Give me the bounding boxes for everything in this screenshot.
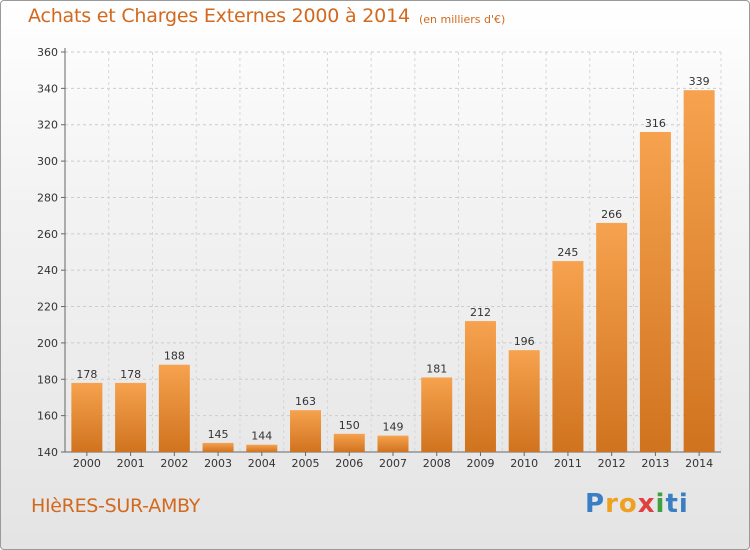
data-label: 245	[557, 246, 578, 259]
bar	[508, 350, 540, 452]
data-label: 145	[208, 428, 229, 441]
x-tick-label: 2005	[292, 457, 320, 470]
data-label: 144	[251, 430, 272, 443]
labels: 178 2000 178 2001 188 2002 145 2003 144 2004 163 20…	[73, 75, 713, 470]
bar	[552, 261, 584, 452]
x-tick-label: 2006	[335, 457, 363, 470]
y-tick-label: 240	[37, 264, 58, 277]
bar	[596, 222, 628, 452]
bar	[290, 410, 322, 452]
data-label: 339	[689, 75, 710, 88]
y-tick-label: 280	[37, 191, 58, 204]
x-tick-label: 2003	[204, 457, 232, 470]
logo-part: P	[585, 489, 606, 519]
data-label: 163	[295, 395, 316, 408]
x-tick-label: 2014	[685, 457, 713, 470]
bar	[246, 444, 278, 452]
y-tick-label: 340	[37, 82, 58, 95]
x-tick-label: 2002	[160, 457, 188, 470]
logo-part: ro	[605, 489, 638, 519]
bar	[377, 435, 409, 452]
x-tick-label: 2009	[466, 457, 494, 470]
bar	[202, 442, 234, 452]
data-label: 188	[164, 350, 185, 363]
y-tick-label: 300	[37, 155, 58, 168]
x-tick-label: 2012	[598, 457, 626, 470]
y-tick-label: 320	[37, 119, 58, 132]
data-label: 316	[645, 117, 666, 130]
data-label: 266	[601, 208, 622, 221]
x-tick-label: 2013	[641, 457, 669, 470]
y-tick-label: 160	[37, 410, 58, 423]
logo-part: x	[637, 489, 656, 519]
data-label: 150	[339, 419, 360, 432]
data-label: 178	[120, 368, 141, 381]
y-tick-label: 200	[37, 337, 58, 350]
bar	[639, 132, 671, 452]
data-label: 196	[514, 335, 535, 348]
data-label: 149	[383, 421, 404, 434]
y-tick-label: 140	[37, 446, 58, 459]
bar	[683, 90, 715, 452]
y-tick-label: 180	[37, 373, 58, 386]
bar	[115, 382, 147, 452]
x-tick-label: 2010	[510, 457, 538, 470]
x-tick-label: 2008	[423, 457, 451, 470]
logo-part: i	[655, 489, 666, 519]
bars	[71, 90, 715, 452]
y-tick-label: 360	[37, 46, 58, 59]
bar	[71, 382, 103, 452]
bar	[158, 364, 190, 452]
bar	[464, 321, 496, 452]
chart-subtitle: (en milliers d'€)	[419, 13, 506, 26]
x-tick-label: 2000	[73, 457, 101, 470]
x-tick-label: 2007	[379, 457, 407, 470]
y-tick-label: 260	[37, 228, 58, 241]
bar	[333, 433, 365, 452]
x-tick-label: 2004	[248, 457, 276, 470]
bar	[421, 377, 453, 452]
chart-title: Achats et Charges Externes 2000 à 2014	[28, 5, 410, 27]
commune-name: HIèRES-SUR-AMBY	[31, 495, 201, 517]
data-label: 212	[470, 306, 491, 319]
x-tick-label: 2011	[554, 457, 582, 470]
proxiti-logo[interactable]: Proxiti	[585, 489, 689, 519]
y-tick-label: 220	[37, 301, 58, 314]
data-label: 178	[76, 368, 97, 381]
data-label: 181	[426, 362, 447, 375]
x-tick-label: 2001	[117, 457, 145, 470]
logo-part: ti	[665, 489, 689, 519]
